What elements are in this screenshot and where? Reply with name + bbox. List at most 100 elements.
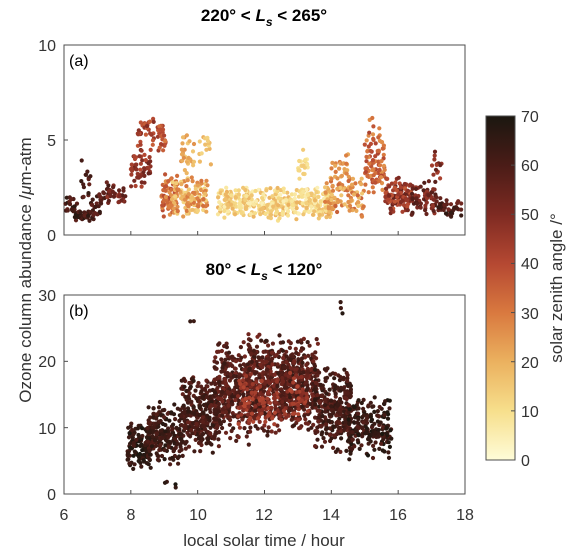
- data-point: [163, 184, 169, 189]
- data-point: [291, 376, 297, 381]
- data-point: [338, 449, 343, 454]
- data-point: [266, 390, 271, 395]
- data-point: [304, 201, 309, 206]
- xtick-14: 14: [322, 507, 340, 524]
- data-point: [182, 406, 187, 411]
- data-point: [225, 374, 230, 379]
- data-point: [280, 375, 285, 381]
- data-point: [432, 149, 438, 154]
- data-point: [377, 126, 382, 131]
- data-point: [238, 206, 243, 211]
- data-point: [296, 211, 301, 216]
- data-point: [196, 440, 202, 446]
- data-point: [281, 190, 287, 195]
- data-point: [241, 392, 246, 397]
- data-point: [81, 194, 86, 199]
- data-point: [262, 423, 267, 428]
- data-point: [207, 146, 212, 151]
- data-point: [354, 420, 359, 425]
- panel-b-ytick-0: 0: [47, 487, 56, 504]
- data-point: [209, 442, 214, 447]
- data-point: [197, 139, 202, 144]
- data-point: [241, 185, 246, 190]
- data-point: [313, 397, 318, 402]
- data-point: [193, 437, 198, 442]
- data-point: [159, 453, 165, 459]
- data-point: [370, 185, 375, 190]
- data-point: [370, 115, 375, 121]
- xtick-18: 18: [456, 507, 474, 524]
- data-point: [148, 415, 153, 420]
- data-point: [160, 431, 165, 436]
- data-point: [323, 409, 328, 414]
- data-point: [422, 180, 427, 185]
- data-point: [192, 449, 197, 454]
- data-point: [346, 174, 351, 179]
- data-point: [413, 186, 419, 191]
- data-point: [369, 417, 375, 422]
- panel-b-ytick-30: 30: [38, 288, 56, 305]
- data-point: [320, 413, 325, 419]
- data-point: [241, 367, 246, 372]
- data-point: [263, 211, 268, 216]
- data-point: [145, 439, 150, 444]
- data-point: [163, 172, 168, 177]
- data-point: [179, 447, 184, 452]
- data-point: [286, 202, 291, 207]
- data-point: [356, 411, 361, 416]
- data-point: [197, 159, 202, 164]
- data-point: [283, 415, 289, 420]
- data-point: [141, 458, 146, 463]
- panel-a-axes: 0 5 10 (a): [38, 38, 466, 245]
- data-point: [373, 440, 378, 445]
- data-point: [459, 201, 464, 206]
- data-point: [241, 385, 246, 390]
- data-point: [426, 193, 431, 198]
- data-point: [220, 407, 225, 412]
- data-point: [242, 426, 247, 431]
- data-point: [255, 416, 261, 421]
- data-point: [437, 205, 442, 210]
- data-point: [253, 424, 258, 429]
- data-point: [160, 436, 165, 441]
- data-point: [239, 355, 244, 360]
- data-point: [313, 415, 318, 420]
- data-point: [373, 180, 378, 185]
- data-point: [147, 448, 152, 453]
- data-point: [233, 195, 238, 200]
- data-point: [446, 207, 451, 212]
- colorbar: 0 10 20 30 40 50 60 70 solar zenith angl…: [485, 109, 566, 470]
- data-point: [216, 389, 221, 394]
- data-point: [186, 409, 192, 414]
- data-point: [238, 363, 243, 368]
- data-point: [158, 413, 163, 418]
- data-point: [194, 421, 199, 427]
- data-point: [324, 431, 329, 436]
- data-point: [204, 178, 209, 183]
- data-point: [130, 428, 135, 433]
- data-point: [216, 402, 221, 407]
- data-point: [126, 435, 132, 440]
- data-point: [349, 182, 355, 187]
- data-point: [205, 138, 210, 143]
- data-point: [179, 182, 184, 187]
- data-point: [160, 408, 165, 413]
- data-point: [264, 359, 269, 364]
- data-point: [170, 430, 176, 435]
- data-point: [237, 425, 242, 430]
- panel-b-ticks: [63, 294, 466, 495]
- data-point: [140, 158, 145, 163]
- data-point: [399, 185, 404, 190]
- data-point: [296, 407, 301, 412]
- data-point: [373, 141, 378, 146]
- data-point: [219, 389, 224, 394]
- data-point: [382, 167, 387, 172]
- data-point: [243, 374, 249, 379]
- data-point: [321, 436, 326, 441]
- data-point: [129, 184, 134, 189]
- data-point: [248, 429, 253, 434]
- data-point: [350, 430, 355, 435]
- data-point: [363, 431, 368, 436]
- data-point: [333, 163, 338, 168]
- data-point: [179, 414, 184, 419]
